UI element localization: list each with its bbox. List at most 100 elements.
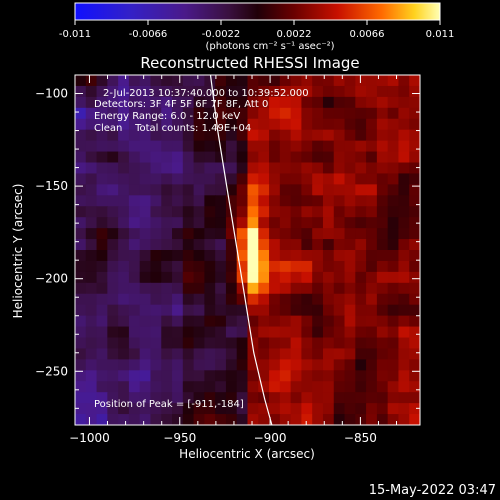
heatmap-cell [301, 107, 313, 120]
heatmap-cell [322, 228, 335, 240]
heatmap-cell [333, 184, 346, 196]
heatmap-cell [75, 118, 87, 131]
heatmap-cell [301, 129, 313, 142]
heatmap-cell [409, 392, 420, 404]
heatmap-cell [301, 151, 313, 164]
heatmap-cell [193, 260, 205, 273]
heatmap-cell [75, 392, 87, 404]
heatmap-cell [279, 315, 292, 328]
heatmap-cell [312, 96, 324, 109]
heatmap-cell [204, 107, 216, 120]
heatmap-cell [107, 96, 119, 109]
heatmap-cell [269, 403, 281, 415]
heatmap-cell [344, 85, 356, 98]
heatmap-cell [409, 228, 420, 240]
heatmap-cell [182, 195, 195, 207]
heatmap-cell [355, 250, 367, 262]
heatmap-cell [290, 118, 303, 131]
heatmap-cell [215, 392, 227, 404]
y-tick-label: −250 [35, 364, 68, 378]
heatmap-cell [355, 414, 367, 425]
heatmap-cell [215, 414, 227, 425]
heatmap-cell [344, 228, 356, 240]
heatmap-cell [75, 326, 87, 339]
heatmap-cell [355, 304, 367, 317]
heatmap-cell [225, 403, 238, 415]
heatmap-cell [75, 250, 87, 262]
heatmap-cell [118, 392, 130, 404]
heatmap-cell [376, 129, 389, 142]
heatmap-cell [355, 96, 367, 109]
heatmap-cell [247, 162, 259, 175]
heatmap-cell [215, 239, 227, 251]
heatmap-cell [150, 151, 162, 164]
heatmap-cell [247, 217, 259, 229]
heatmap-cell [398, 85, 410, 98]
heatmap-cell [139, 96, 152, 109]
heatmap-cell [128, 392, 141, 404]
heatmap-cell [333, 250, 346, 262]
heatmap-cell [204, 118, 216, 131]
heatmap-cell [107, 348, 119, 360]
heatmap-cell [398, 140, 410, 153]
heatmap-cell [107, 260, 119, 273]
heatmap-cell [344, 260, 356, 273]
colorbar-ticks: -0.011 -0.0066 -0.0022 0.0022 0.0066 0.011 [59, 20, 454, 40]
heatmap-cell [387, 75, 400, 87]
heatmap-cell [150, 381, 162, 393]
heatmap-cell [96, 118, 108, 131]
heatmap-cell [344, 282, 356, 295]
heatmap-cell [355, 184, 367, 196]
heatmap-cell [366, 250, 378, 262]
heatmap-cell [247, 359, 259, 371]
heatmap-cell [193, 239, 205, 251]
heatmap-cell [366, 85, 378, 98]
heatmap-cell [269, 228, 281, 240]
heatmap-cell [107, 392, 119, 404]
heatmap-cell [355, 129, 367, 142]
heatmap-cell [258, 140, 270, 153]
heatmap-cell [355, 195, 367, 207]
heatmap-cell [215, 293, 227, 306]
heatmap-cell [279, 162, 292, 175]
heatmap-cell [236, 381, 249, 393]
heatmap-cell [182, 239, 195, 251]
heatmap-cell [96, 107, 108, 120]
heatmap-cell [258, 195, 270, 207]
heatmap-cell [279, 151, 292, 164]
heatmap-cell [225, 293, 238, 306]
heatmap-cell [269, 293, 281, 306]
heatmap-cell [139, 250, 152, 262]
heatmap-cell [376, 96, 389, 109]
heatmap-cell [193, 271, 205, 284]
heatmap-cell [279, 370, 292, 382]
heatmap-cell [75, 370, 87, 382]
heatmap-cell [107, 129, 119, 142]
heatmap-cell [312, 75, 324, 87]
heatmap-cell [279, 129, 292, 142]
heatmap-cell [225, 107, 238, 120]
heatmap-cell [204, 195, 216, 207]
heatmap-cell [290, 414, 303, 425]
heatmap-cell [161, 75, 173, 87]
heatmap-cell [150, 140, 162, 153]
heatmap-cell [193, 293, 205, 306]
heatmap-cell [107, 304, 119, 317]
heatmap-cell [290, 315, 303, 328]
heatmap-cell [193, 206, 205, 218]
heatmap-cell [322, 195, 335, 207]
heatmap-cell [333, 195, 346, 207]
heatmap-cell [290, 337, 303, 350]
heatmap-cell [96, 239, 108, 251]
heatmap-cell [85, 414, 98, 425]
heatmap-cell [150, 118, 162, 131]
heatmap-cell [96, 96, 108, 109]
heatmap-cell [215, 271, 227, 284]
heatmap-cell [290, 271, 303, 284]
heatmap-cell [236, 184, 249, 196]
heatmap-cell [75, 162, 87, 175]
heatmap-cell [322, 250, 335, 262]
heatmap-cell [215, 162, 227, 175]
heatmap-cell [172, 370, 184, 382]
heatmap-cell [96, 381, 108, 393]
